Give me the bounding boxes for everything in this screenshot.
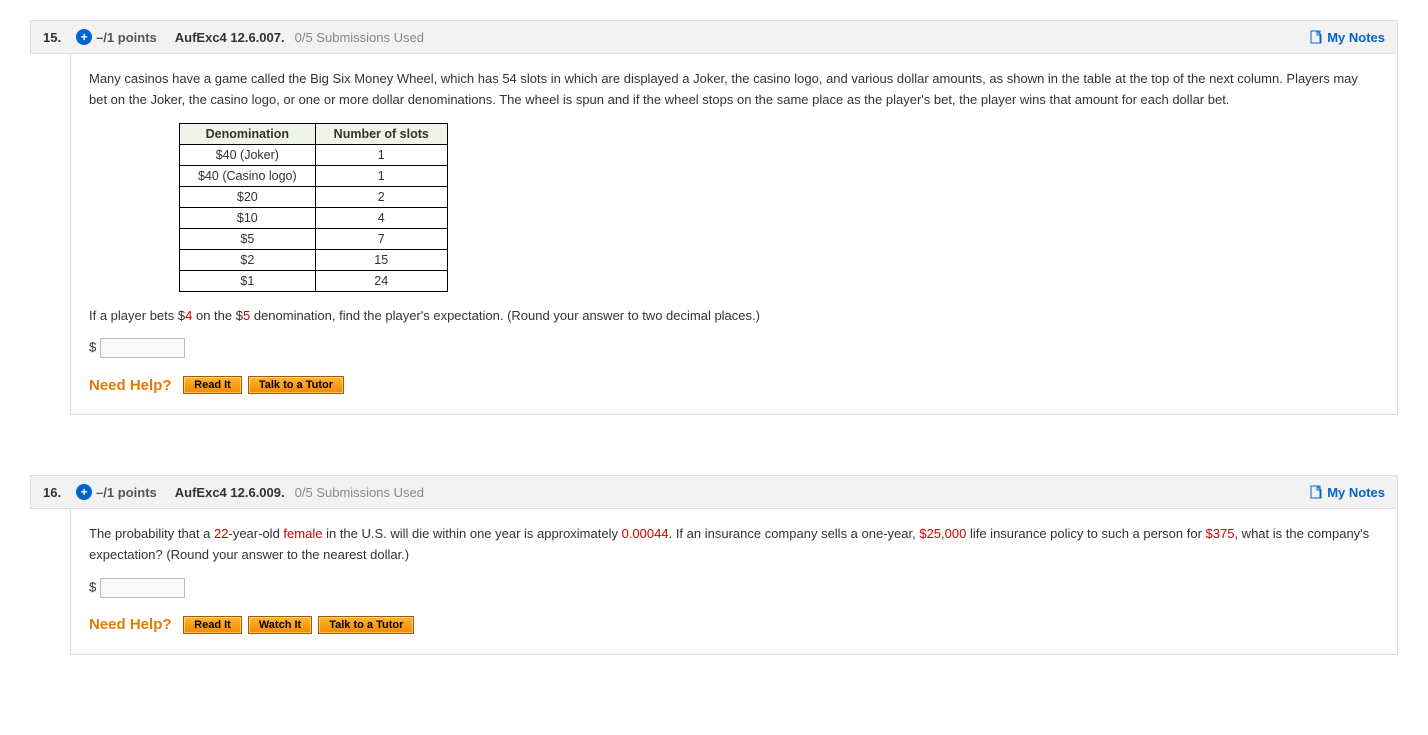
- help-button-read-it[interactable]: Read It: [183, 376, 242, 394]
- table-cell: $5: [180, 228, 316, 249]
- table-header: Denomination: [180, 123, 316, 144]
- table-row: $57: [180, 228, 448, 249]
- help-button-talk-to-a-tutor[interactable]: Talk to a Tutor: [318, 616, 414, 634]
- table-row: $202: [180, 186, 448, 207]
- answer-input[interactable]: [100, 578, 185, 598]
- table-cell: 7: [315, 228, 447, 249]
- points-label: –/1 points: [96, 30, 157, 45]
- table-cell: $2: [180, 249, 316, 270]
- prompt-text-1: Many casinos have a game called the Big …: [89, 69, 1379, 111]
- my-notes-label: My Notes: [1327, 30, 1385, 45]
- my-notes-link[interactable]: My Notes: [1310, 485, 1385, 500]
- currency-symbol: $: [89, 340, 96, 355]
- question-16: 16. + –/1 points AufExc4 12.6.009. 0/5 S…: [30, 475, 1398, 655]
- note-icon: [1310, 30, 1323, 44]
- table-cell: 1: [315, 165, 447, 186]
- answer-input[interactable]: [100, 338, 185, 358]
- need-help-label: Need Help?: [89, 377, 172, 394]
- table-cell: $10: [180, 207, 316, 228]
- denomination-table: Denomination Number of slots $40 (Joker)…: [179, 123, 448, 292]
- table-header: Number of slots: [315, 123, 447, 144]
- answer-row: $: [89, 578, 1379, 598]
- submissions-used: 0/5 Submissions Used: [295, 30, 424, 45]
- table-cell: 15: [315, 249, 447, 270]
- table-cell: $40 (Joker): [180, 144, 316, 165]
- assignment-id: AufExc4 12.6.009.: [175, 485, 285, 500]
- table-cell: $20: [180, 186, 316, 207]
- need-help-label: Need Help?: [89, 616, 172, 633]
- table-cell: $40 (Casino logo): [180, 165, 316, 186]
- currency-symbol: $: [89, 579, 96, 594]
- question-body: Many casinos have a game called the Big …: [70, 54, 1398, 415]
- prompt-text: The probability that a 22-year-old femal…: [89, 524, 1379, 566]
- my-notes-label: My Notes: [1327, 485, 1385, 500]
- help-button-read-it[interactable]: Read It: [183, 616, 242, 634]
- my-notes-link[interactable]: My Notes: [1310, 30, 1385, 45]
- help-row: Need Help? Read It Watch It Talk to a Tuto…: [89, 616, 1379, 634]
- question-body: The probability that a 22-year-old femal…: [70, 509, 1398, 655]
- points-label: –/1 points: [96, 485, 157, 500]
- question-number: 15.: [43, 30, 61, 45]
- answer-row: $: [89, 338, 1379, 358]
- assignment-id: AufExc4 12.6.007.: [175, 30, 285, 45]
- question-number: 16.: [43, 485, 61, 500]
- table-row: $104: [180, 207, 448, 228]
- help-button-talk-to-a-tutor[interactable]: Talk to a Tutor: [248, 376, 344, 394]
- expand-icon[interactable]: +: [76, 29, 92, 45]
- note-icon: [1310, 485, 1323, 499]
- table-cell: $1: [180, 270, 316, 291]
- table-row: $124: [180, 270, 448, 291]
- table-row: $40 (Casino logo)1: [180, 165, 448, 186]
- help-row: Need Help? Read It Talk to a Tutor: [89, 376, 1379, 394]
- table-row: $215: [180, 249, 448, 270]
- table-cell: 4: [315, 207, 447, 228]
- table-cell: 24: [315, 270, 447, 291]
- prompt-text-2: If a player bets $4 on the $5 denominati…: [89, 306, 1379, 327]
- question-header: 16. + –/1 points AufExc4 12.6.009. 0/5 S…: [30, 475, 1398, 509]
- question-header: 15. + –/1 points AufExc4 12.6.007. 0/5 S…: [30, 20, 1398, 54]
- table-cell: 2: [315, 186, 447, 207]
- question-15: 15. + –/1 points AufExc4 12.6.007. 0/5 S…: [30, 20, 1398, 415]
- submissions-used: 0/5 Submissions Used: [295, 485, 424, 500]
- help-button-watch-it[interactable]: Watch It: [248, 616, 312, 634]
- expand-icon[interactable]: +: [76, 484, 92, 500]
- table-cell: 1: [315, 144, 447, 165]
- table-row: $40 (Joker)1: [180, 144, 448, 165]
